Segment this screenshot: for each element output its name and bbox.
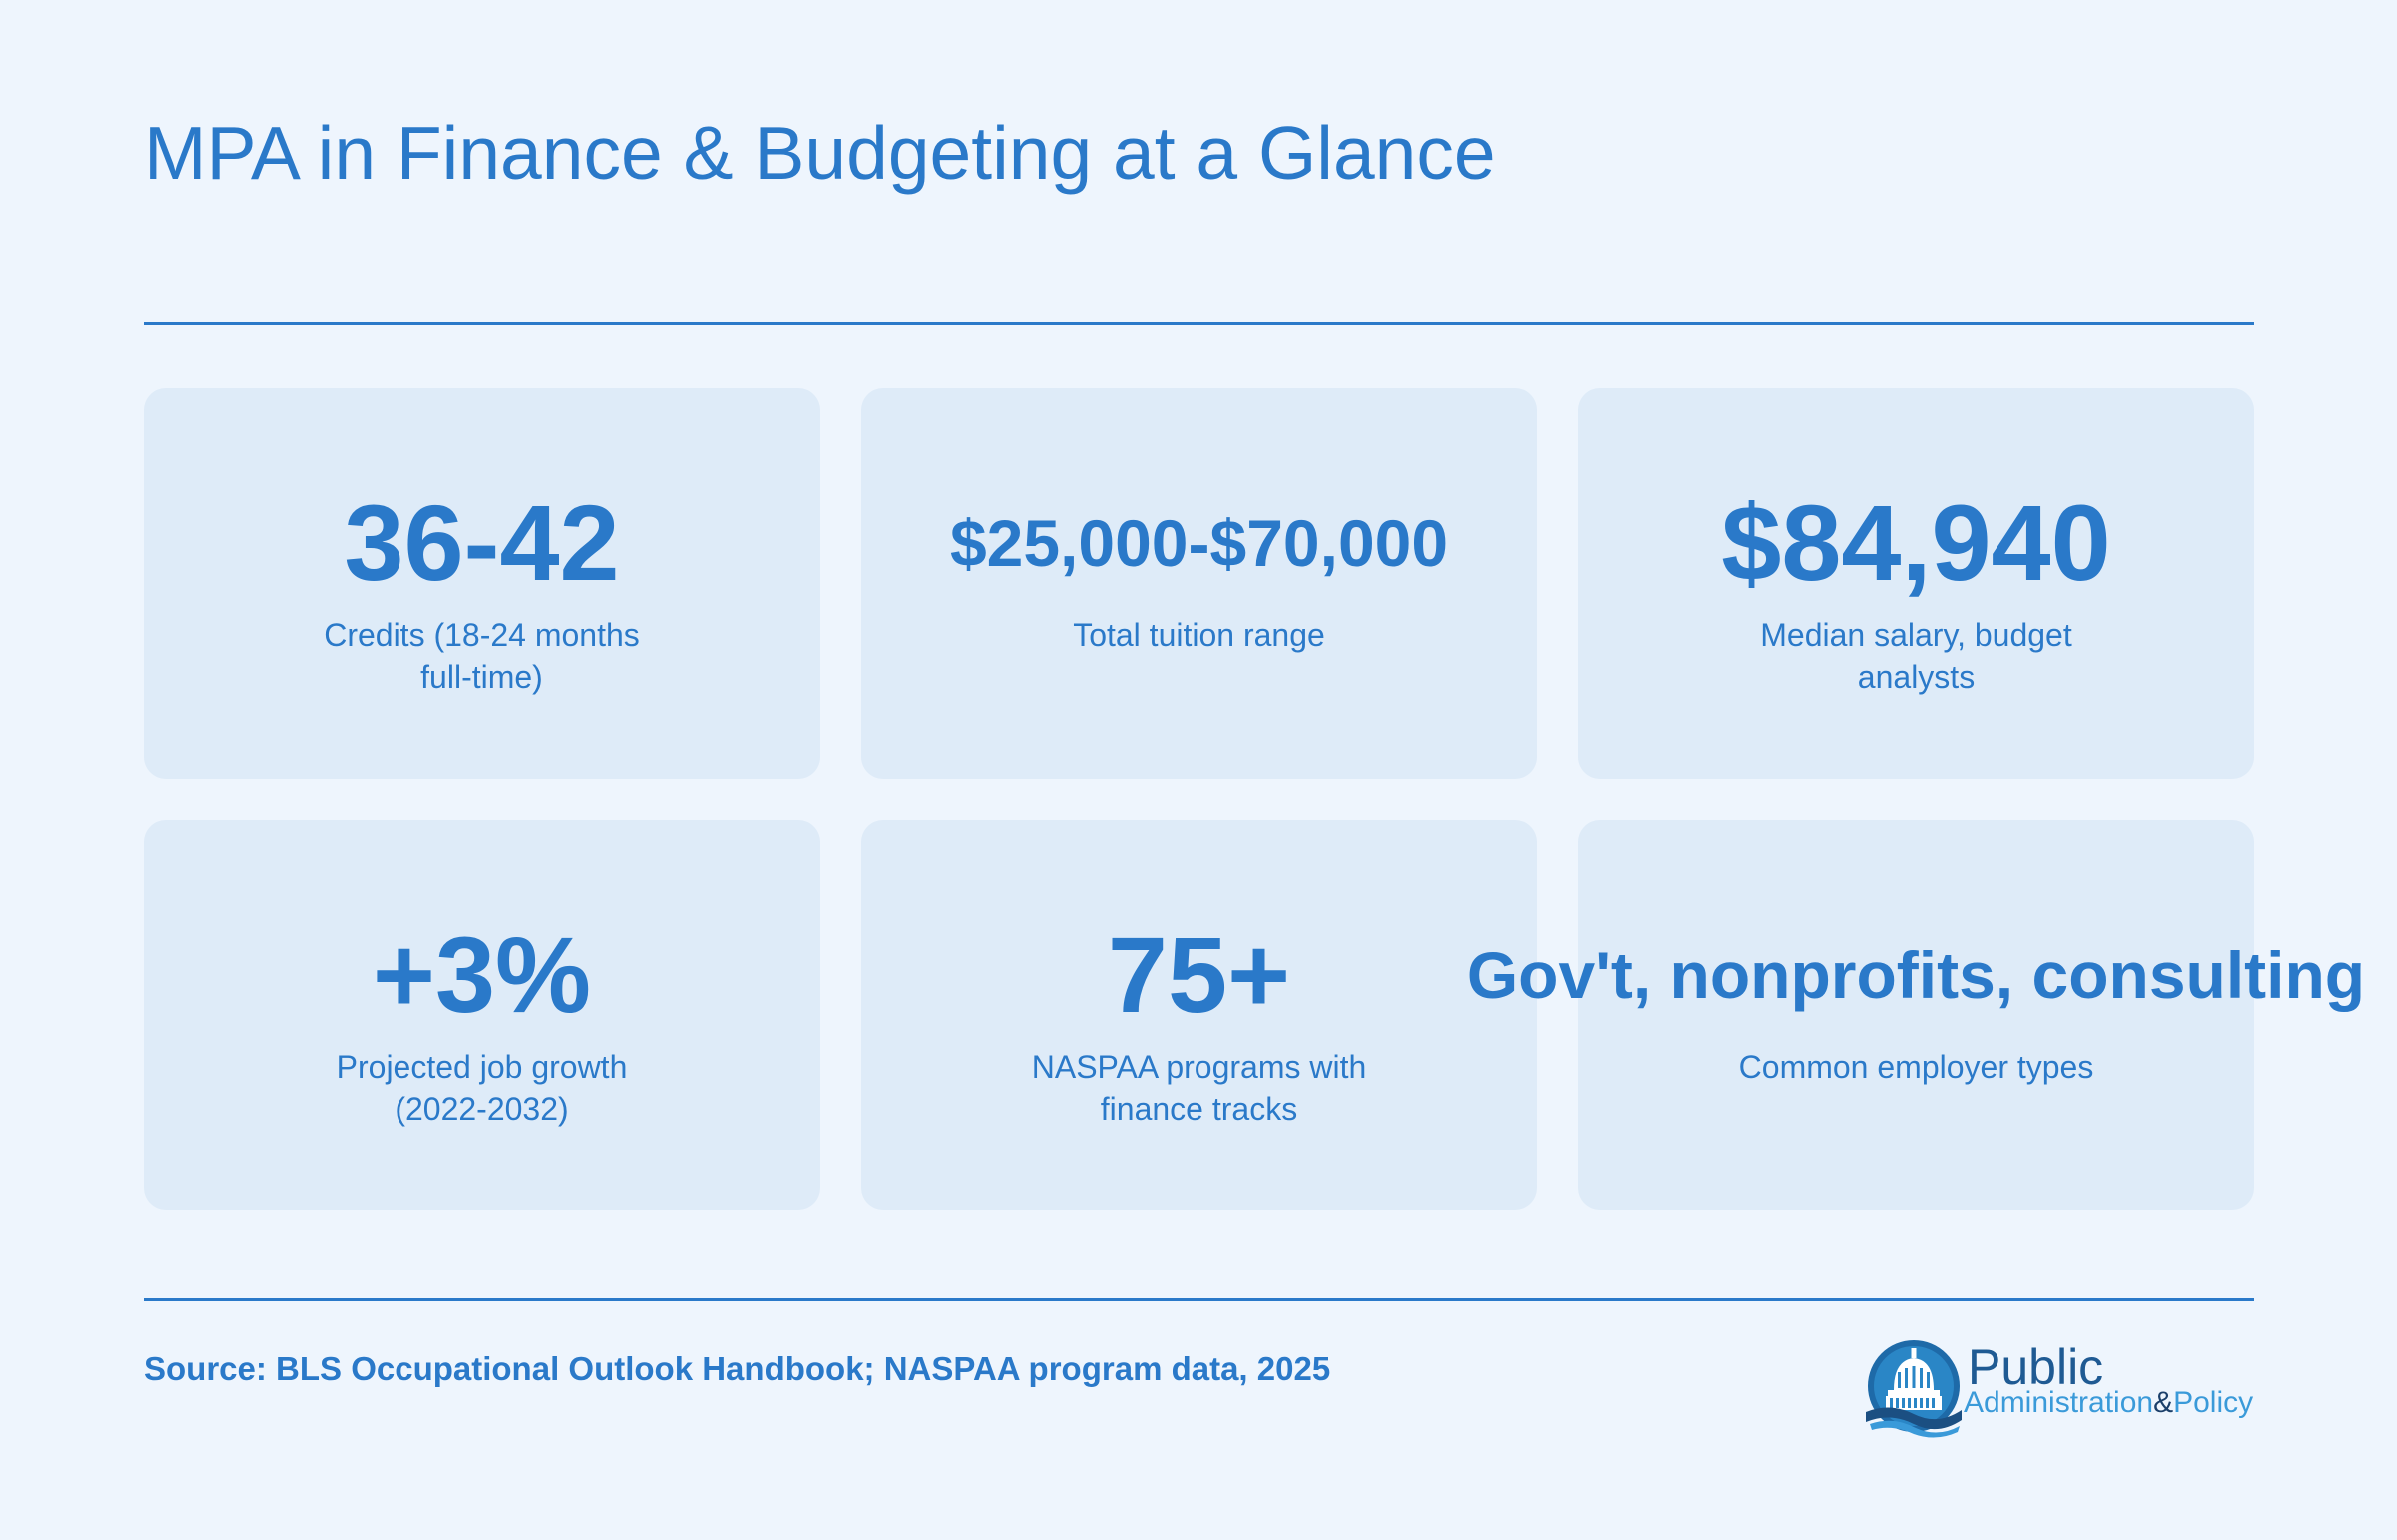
stat-label: NASPAA programs with finance tracks <box>1031 1049 1367 1127</box>
logo-word-administration: Administration <box>1964 1386 2154 1419</box>
logo: Public Administration&Policy <box>1864 1338 2253 1438</box>
bottom-divider <box>144 1298 2254 1301</box>
stat-value: $84,940 <box>1721 482 2111 603</box>
stat-value: 36-42 <box>344 482 620 603</box>
stat-card-growth: +3% Projected job growth (2022-2032) <box>144 820 820 1210</box>
stat-label: Projected job growth (2022-2032) <box>336 1049 628 1127</box>
page-title: MPA in Finance & Budgeting at a Glance <box>144 111 1496 195</box>
logo-ampersand: & <box>2153 1386 2174 1419</box>
stat-label: Total tuition range <box>1073 617 1325 653</box>
stat-value: Gov't, nonprofits, consulting <box>1466 938 2366 1012</box>
top-divider <box>144 322 2254 325</box>
stat-value: 75+ <box>1107 914 1291 1035</box>
stat-value: $25,000-$70,000 <box>949 506 1449 580</box>
stat-card-credits: 36-42 Credits (18-24 months full-time) <box>144 388 820 779</box>
logo-wordmark-sub: Administration&Policy <box>1964 1388 2253 1418</box>
stat-value: +3% <box>372 914 592 1035</box>
stats-grid: 36-42 Credits (18-24 months full-time) $… <box>144 388 2365 1210</box>
capitol-dome-icon <box>1866 1340 1962 1438</box>
stat-card-programs: 75+ NASPAA programs with finance tracks <box>861 820 1537 1210</box>
stat-card-tuition: $25,000-$70,000 Total tuition range <box>861 388 1537 779</box>
logo-word-policy: Policy <box>2173 1386 2254 1419</box>
source-note: Source: BLS Occupational Outlook Handboo… <box>144 1350 1331 1387</box>
stat-card-employers: Gov't, nonprofits, consulting Common emp… <box>1467 820 2365 1210</box>
stat-card-salary: $84,940 Median salary, budget analysts <box>1578 388 2254 779</box>
logo-wordmark-public: Public <box>1968 1339 2104 1395</box>
stat-label: Common employer types <box>1738 1049 2094 1085</box>
stat-label: Credits (18-24 months full-time) <box>324 617 640 695</box>
stat-label: Median salary, budget analysts <box>1760 617 2072 695</box>
